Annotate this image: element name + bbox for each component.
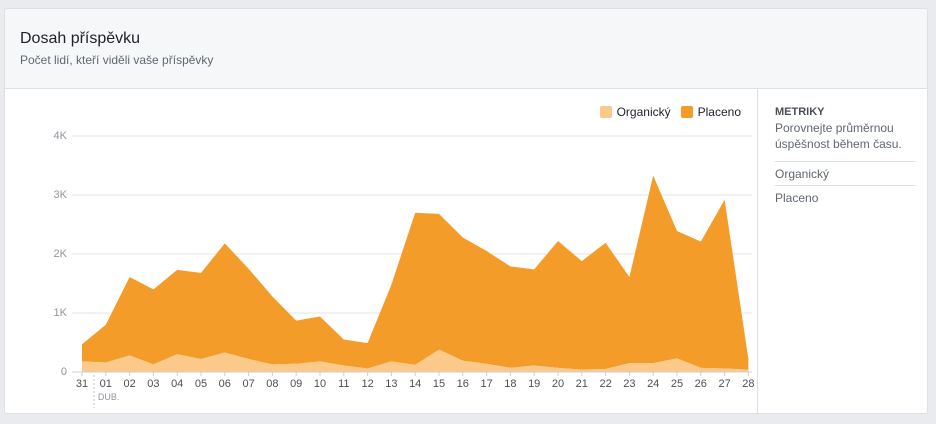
x-tick-label: 03	[147, 378, 159, 390]
x-tick-label: 26	[695, 378, 707, 390]
reach-area-chart: 0 1K 2K 3K 4K 31 01 02 03 04 05 06 07 08 09 10 11 12 13 14 1…	[54, 130, 755, 408]
x-tick-label: 21	[576, 378, 588, 390]
x-tick-label: 12	[361, 378, 373, 390]
x-tick-label: 18	[504, 378, 516, 390]
post-reach-card: Dosah příspěvku Počet lidí, kteří viděli…	[4, 8, 928, 414]
x-tick-label: 08	[266, 378, 278, 390]
series-area-paid	[82, 175, 749, 370]
card-header: Dosah příspěvku Počet lidí, kteří viděli…	[5, 9, 927, 89]
x-tick-label: 28	[742, 378, 754, 390]
y-tick-label: 1K	[54, 307, 68, 319]
x-tick-label: 15	[433, 378, 445, 390]
chart-legend: Organický Placeno	[590, 105, 741, 119]
legend-item-paid[interactable]: Placeno	[680, 105, 741, 119]
x-tick-label: 06	[219, 378, 231, 390]
card-subtitle: Počet lidí, kteří viděli vaše příspěvky	[20, 53, 214, 67]
x-tick-label: 11	[338, 378, 349, 390]
x-tick-label: 04	[171, 378, 183, 390]
x-tick-label: 27	[718, 378, 730, 390]
y-tick-label: 4K	[54, 130, 68, 142]
y-tick-label: 3K	[54, 189, 68, 201]
card-title: Dosah příspěvku	[20, 30, 141, 47]
legend-swatch-organic	[599, 106, 612, 118]
legend-label-organic: Organický	[616, 105, 671, 119]
legend-item-organic[interactable]: Organický	[599, 105, 671, 119]
x-tick-label: 01	[100, 378, 112, 390]
x-tick-label: 09	[290, 378, 302, 390]
metric-item-organic[interactable]: Organický	[775, 161, 915, 186]
x-tick-label: 14	[409, 378, 421, 390]
x-tick-label: 10	[314, 378, 326, 390]
series-area-organic	[82, 349, 749, 372]
metrics-sidebar: METRIKY Porovnejte průměrnou úspěšnost b…	[757, 89, 927, 413]
x-tick-label: 24	[647, 378, 659, 390]
y-tick-label: 2K	[54, 248, 68, 260]
x-tick-label: 23	[623, 378, 635, 390]
x-tick-label: 17	[480, 378, 492, 390]
metrics-heading: METRIKY	[775, 106, 825, 118]
x-tick-label: 20	[552, 378, 564, 390]
x-tick-label: 22	[599, 378, 611, 390]
chart-area: Organický Placeno 0 1K 2K 3K 4K 31 01 02 03 04 05 0…	[5, 89, 757, 413]
y-tick-label: 0	[61, 366, 67, 378]
x-tick-label: 25	[671, 378, 683, 390]
metric-item-paid[interactable]: Placeno	[775, 185, 915, 210]
month-label: DUB.	[98, 392, 120, 402]
x-tick-label: 19	[528, 378, 540, 390]
x-tick-label: 05	[195, 378, 207, 390]
x-tick-label: 02	[123, 378, 135, 390]
x-tick-label: 07	[242, 378, 254, 390]
legend-swatch-paid	[680, 106, 693, 118]
metrics-description: Porovnejte průměrnou úspěšnost během čas…	[775, 121, 902, 151]
x-tick-label: 16	[457, 378, 469, 390]
legend-label-paid: Placeno	[697, 105, 741, 119]
x-tick-label: 31	[76, 378, 88, 390]
x-tick-label: 13	[385, 378, 397, 390]
